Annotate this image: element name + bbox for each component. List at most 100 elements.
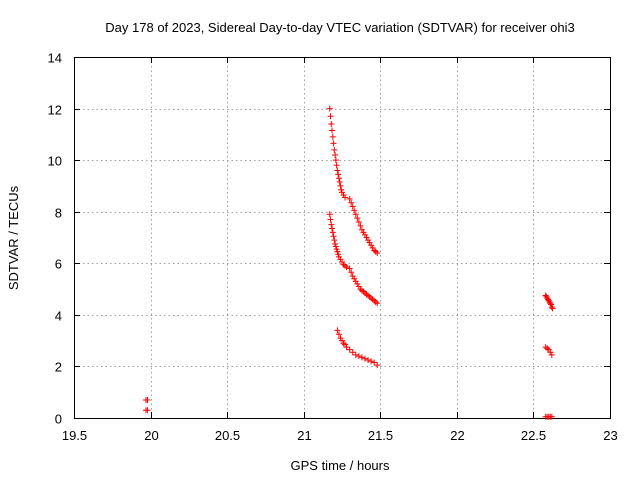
y-tick-label: 12 xyxy=(48,103,62,118)
data-point xyxy=(335,175,342,182)
data-point xyxy=(329,225,336,232)
data-point xyxy=(343,344,350,351)
data-point xyxy=(338,186,345,193)
data-point xyxy=(329,133,336,140)
data-point xyxy=(327,113,334,120)
data-point xyxy=(337,182,344,189)
x-tick-label: 22 xyxy=(450,428,464,443)
x-axis-label: GPS time / hours xyxy=(291,458,390,473)
series-satellite-track-4 xyxy=(326,211,350,271)
data-point xyxy=(335,251,342,258)
data-point xyxy=(332,240,339,247)
data-point xyxy=(355,353,362,360)
data-point xyxy=(349,349,356,356)
data-point xyxy=(352,351,359,358)
data-point xyxy=(361,355,368,362)
data-point xyxy=(355,219,362,226)
y-axis-label: SDTVAR / TECUs xyxy=(6,185,21,290)
x-tick-label: 20.5 xyxy=(215,428,240,443)
series-satellite-track-6 xyxy=(334,327,381,369)
data-point xyxy=(358,354,365,361)
data-point xyxy=(330,140,337,147)
data-point xyxy=(332,157,339,164)
data-point xyxy=(330,233,337,240)
data-point xyxy=(346,195,353,202)
x-tick-label: 19.5 xyxy=(62,428,87,443)
y-tick-label: 10 xyxy=(48,154,62,169)
data-point xyxy=(328,221,335,228)
data-point xyxy=(548,351,555,358)
data-point xyxy=(342,194,349,201)
data-point xyxy=(333,162,340,169)
data-point xyxy=(332,151,339,158)
y-tick-label: 2 xyxy=(55,360,62,375)
data-point xyxy=(548,301,555,308)
data-point xyxy=(329,127,336,134)
data-point xyxy=(544,345,551,352)
data-point xyxy=(326,105,333,112)
y-tick-label: 4 xyxy=(55,309,62,324)
data-point xyxy=(352,211,359,218)
data-point xyxy=(374,362,381,369)
y-tick-label: 8 xyxy=(55,206,62,221)
y-tick-label: 6 xyxy=(55,257,62,272)
grid-layer xyxy=(74,57,610,418)
data-point xyxy=(144,396,151,403)
data-point xyxy=(334,248,341,255)
data-point xyxy=(346,346,353,353)
data-point xyxy=(354,215,361,222)
data-point xyxy=(334,167,341,174)
series-satellite-track-7 xyxy=(542,292,556,312)
data-point xyxy=(327,216,334,223)
data-point xyxy=(328,121,335,128)
tick-layer xyxy=(74,57,611,419)
data-point xyxy=(372,248,379,255)
data-point xyxy=(547,300,554,307)
data-point xyxy=(348,199,355,206)
series-satellite-track-5 xyxy=(346,265,381,307)
data-point xyxy=(548,304,555,311)
data-point xyxy=(335,331,342,338)
chart-title: Day 178 of 2023, Sidereal Day-to-day VTE… xyxy=(105,20,574,35)
data-point xyxy=(351,207,358,214)
series-satellite-track-2 xyxy=(326,105,349,201)
x-tick-label: 21.5 xyxy=(368,428,393,443)
data-point xyxy=(371,359,378,366)
data-point xyxy=(368,358,375,365)
data-point xyxy=(329,229,336,236)
y-tick-label: 14 xyxy=(48,51,62,66)
series-satellite-track-9 xyxy=(542,413,555,420)
data-point xyxy=(343,264,350,271)
data-point xyxy=(374,249,381,256)
x-tick-labels: 19.5 20 20.5 21 21.5 22 22.5 23 xyxy=(62,428,618,443)
data-point xyxy=(331,146,338,153)
y-tick-label: 0 xyxy=(55,412,62,427)
series-satellite-track-1 xyxy=(142,396,151,414)
x-tick-label: 22.5 xyxy=(521,428,546,443)
data-point xyxy=(331,237,338,244)
series-satellite-track-3 xyxy=(346,195,381,256)
data-points xyxy=(142,105,556,420)
data-point xyxy=(144,407,151,414)
data-point xyxy=(349,203,356,210)
plot-frame xyxy=(74,57,611,419)
data-point xyxy=(336,179,343,186)
x-tick-label: 20 xyxy=(144,428,158,443)
data-point xyxy=(348,269,355,276)
x-tick-label: 23 xyxy=(603,428,617,443)
data-point xyxy=(326,211,333,218)
data-point xyxy=(334,327,341,334)
data-point xyxy=(335,171,342,178)
data-point xyxy=(548,413,555,420)
data-point xyxy=(332,243,339,250)
data-point xyxy=(333,246,340,253)
data-point xyxy=(357,222,364,229)
data-point xyxy=(365,356,372,363)
y-tick-labels: 0 2 4 6 8 10 12 14 xyxy=(48,51,62,427)
series-satellite-track-8 xyxy=(542,344,555,358)
data-point xyxy=(346,265,353,272)
data-point xyxy=(374,300,381,307)
x-tick-label: 21 xyxy=(297,428,311,443)
data-point xyxy=(549,305,556,312)
